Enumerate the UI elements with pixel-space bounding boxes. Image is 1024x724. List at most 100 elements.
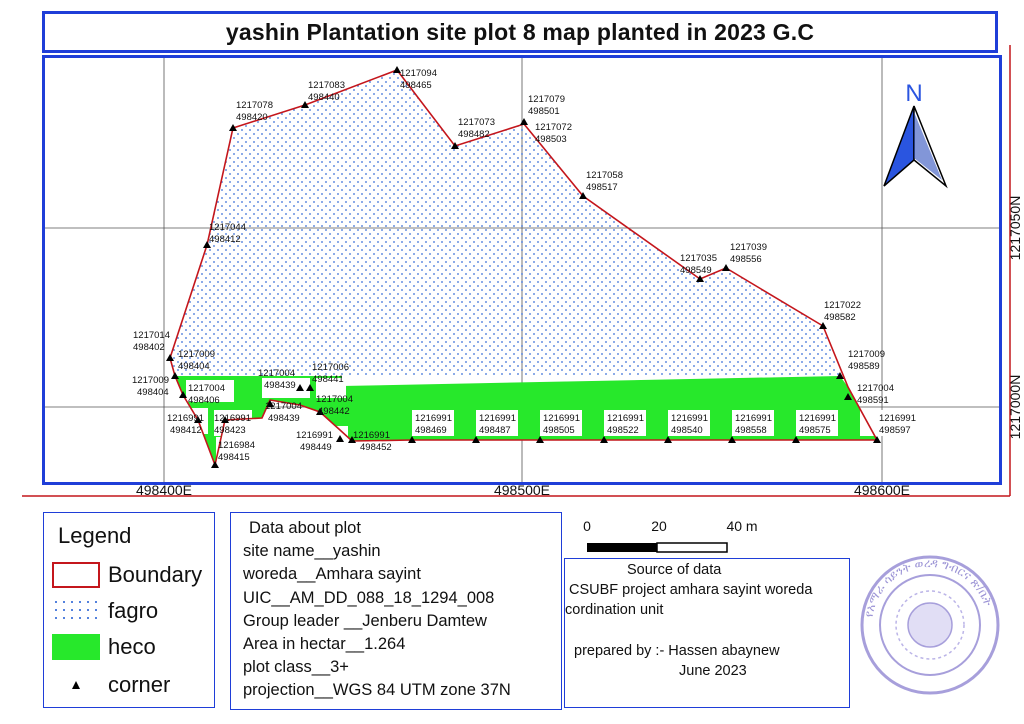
corner-label: 1216991 <box>479 413 516 424</box>
corner-label: 498404 <box>137 387 169 398</box>
corner-label: 1217009 <box>132 375 169 386</box>
map-frame <box>42 55 1002 485</box>
grid-label-x: 498600E <box>854 482 910 498</box>
boundary-swatch <box>52 562 100 588</box>
map-title-box: yashin Plantation site plot 8 map plante… <box>42 11 998 53</box>
plot-info-line: site name__yashin <box>243 542 381 561</box>
source-line: CSUBF project amhara sayint woreda <box>569 582 813 598</box>
corner-label: 1217006 <box>312 362 349 373</box>
north-arrow: N <box>883 80 948 189</box>
official-stamp: የአማራ ሳይንት ወረዳ ግብርና ጽ/ቤት <box>860 555 1000 695</box>
prepared-by: prepared by :- Hassen abaynew <box>574 643 780 659</box>
corner-label: 1217004 <box>258 368 295 379</box>
corner-label: 498589 <box>848 361 880 372</box>
corner-label: 498522 <box>607 425 639 436</box>
source-box: Source of data CSUBF project amhara sayi… <box>564 558 850 708</box>
corner-label: 1217078 <box>236 100 273 111</box>
corner-label: 498549 <box>680 265 712 276</box>
corner-label: 1216991 <box>735 413 772 424</box>
map-title: yashin Plantation site plot 8 map plante… <box>225 18 815 45</box>
corner-label: 498412 <box>209 234 241 245</box>
source-line: cordination unit <box>565 602 664 618</box>
corner-label: 498412 <box>170 425 202 436</box>
corner-label: 1217072 <box>535 122 572 133</box>
legend-title: Legend <box>58 523 132 548</box>
legend-item-fagro: fagro <box>52 597 158 625</box>
corner-label: 498503 <box>535 134 567 145</box>
grid-label-x: 498400E <box>136 482 192 498</box>
corner-label: 1217073 <box>458 117 495 128</box>
source-heading: Source of data <box>627 562 722 578</box>
corner-markers <box>166 66 881 468</box>
legend-item-boundary: Boundary <box>52 561 202 589</box>
legend-label: fagro <box>108 598 159 623</box>
corner-label: 498404 <box>178 361 210 372</box>
green-swatch <box>52 634 100 660</box>
corner-label: 1217035 <box>680 253 717 264</box>
scale-label: 40 m <box>726 518 757 534</box>
legend-label: heco <box>108 634 156 659</box>
corner-label: 498501 <box>528 106 560 117</box>
corner-label: 498482 <box>458 129 490 140</box>
corner-label: 1217004 <box>857 383 894 394</box>
plot-info-line: Area in hectar__1.264 <box>243 635 406 654</box>
legend-item-heco: heco <box>52 633 156 661</box>
plot-info: Data about plot site name__yashin woreda… <box>230 512 562 710</box>
corner-label: 498505 <box>543 425 575 436</box>
corner-label: 1217094 <box>400 68 437 79</box>
dotted-swatch <box>52 598 100 624</box>
north-label: N <box>905 80 922 107</box>
corner-label: 1216991 <box>415 413 452 424</box>
corner-label: 1216991 <box>799 413 836 424</box>
plot-info-line: Group leader __Jenberu Damtew <box>243 611 487 630</box>
corner-label: 1216984 <box>218 440 255 451</box>
heco-area <box>175 376 877 465</box>
corner-label: 1216991 <box>543 413 580 424</box>
corner-label: 1217004 <box>188 383 225 394</box>
corner-label: 1217079 <box>528 94 565 105</box>
corner-label: 498439 <box>268 413 300 424</box>
plot-info-line: woreda__Amhara sayint <box>243 565 421 584</box>
corner-label: 1217004 <box>316 394 353 405</box>
grid-label-y: 1217000N <box>1007 375 1023 440</box>
corner-label: 498439 <box>264 380 296 391</box>
corner-label: 498469 <box>415 425 447 436</box>
scale-bar: 0 20 40 m <box>583 518 758 553</box>
corner-label: 1216991 <box>353 430 390 441</box>
legend-item-corner: corner <box>52 671 170 699</box>
grid-label-x: 498500E <box>494 482 550 498</box>
corner-label: 1217083 <box>308 80 345 91</box>
scale-label: 20 <box>651 518 667 534</box>
corner-label: 1216991 <box>167 413 204 424</box>
corner-label: 498517 <box>586 182 618 193</box>
corner-label: 1216991 <box>296 430 333 441</box>
corner-label: 498420 <box>236 112 268 123</box>
heco-gaps <box>168 378 900 463</box>
corner-label: 498402 <box>133 342 165 353</box>
corner-label: 498582 <box>824 312 856 323</box>
corner-label: 498556 <box>730 254 762 265</box>
corner-label: 1217009 <box>848 349 885 360</box>
corner-label: 498423 <box>214 425 246 436</box>
corner-label: 498487 <box>479 425 511 436</box>
scale-label: 0 <box>583 518 591 534</box>
corner-label: 498406 <box>188 395 220 406</box>
corner-label: 498452 <box>360 442 392 453</box>
corner-label: 1216991 <box>607 413 644 424</box>
corner-label: 498465 <box>400 80 432 91</box>
corner-label: 498440 <box>308 92 340 103</box>
plot-info-line: plot class__3+ <box>243 658 349 677</box>
corner-label: 1217039 <box>730 242 767 253</box>
corner-label: 498558 <box>735 425 767 436</box>
corner-label: 1217058 <box>586 170 623 181</box>
plot-info-line: projection__WGS 84 UTM zone 37N <box>243 681 511 700</box>
corner-label: 498597 <box>879 425 911 436</box>
fagro-area <box>170 70 840 376</box>
corner-label: 1217009 <box>178 349 215 360</box>
plot-info-line: UIC__AM_DD_088_18_1294_008 <box>243 588 495 607</box>
corner-label: 1216991 <box>214 413 251 424</box>
legend-label: corner <box>108 672 171 697</box>
triangle-icon <box>52 672 100 698</box>
